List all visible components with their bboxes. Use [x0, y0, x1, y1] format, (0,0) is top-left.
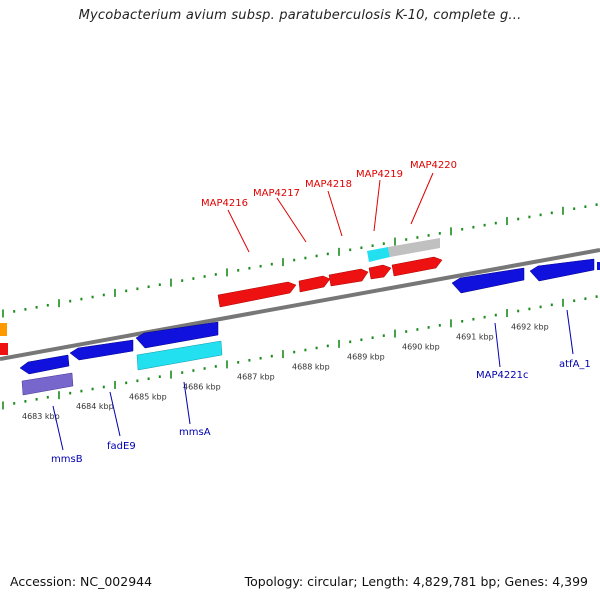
feature-violet[interactable] [21, 372, 74, 396]
scale-label: 4684 kbp [76, 402, 114, 411]
gene-labels: MAP4216 MAP4217 MAP4218 MAP4219 MAP4220 … [51, 160, 591, 465]
scale-label: 4686 kbp [183, 382, 221, 391]
gene-MAP4219[interactable] [368, 264, 392, 280]
feature-grey-upper[interactable] [388, 238, 440, 257]
scale-label: 4683 kbp [22, 412, 60, 421]
gene-partial-right[interactable] [597, 262, 600, 270]
label-MAP4216[interactable]: MAP4216 [201, 198, 248, 209]
gene-MAP4218[interactable] [328, 268, 369, 287]
label-mmsB[interactable]: mmsB [51, 454, 83, 465]
label-MAP4217[interactable]: MAP4217 [253, 188, 300, 199]
scale-label: 4691 kbp [456, 332, 494, 341]
label-atfA_1[interactable]: atfA_1 [559, 359, 591, 370]
feature-red-partial[interactable] [0, 343, 8, 355]
gene-atfA_1[interactable] [529, 258, 595, 282]
label-mmsA[interactable]: mmsA [179, 427, 211, 438]
leaders-bottom [52, 309, 574, 451]
gene-MAP4217[interactable] [298, 275, 331, 293]
map-title: Mycobacterium avium subsp. paratuberculo… [78, 8, 522, 23]
scale-label: 4685 kbp [129, 392, 167, 401]
label-MAP4220[interactable]: MAP4220 [410, 160, 457, 171]
leaders-top [227, 172, 434, 253]
scale-label: 4688 kbp [292, 362, 330, 371]
scale-label: 4692 kbp [511, 322, 549, 331]
scale-label: 4689 kbp [347, 352, 385, 361]
feature-cyan-upper[interactable] [367, 247, 390, 262]
scale-label: 4687 kbp [237, 373, 275, 382]
accession-text: Accession: NC_002944 [10, 574, 153, 589]
feature-orange-partial[interactable] [0, 323, 7, 336]
gene-mmsB-upper[interactable] [19, 354, 70, 375]
label-MAP4218[interactable]: MAP4218 [305, 179, 352, 190]
tick-track-outer [2, 203, 598, 318]
scale-label: 4690 kbp [402, 342, 440, 351]
gene-MAP4220[interactable] [391, 256, 443, 277]
genome-backbone [0, 248, 600, 361]
label-fadE9[interactable]: fadE9 [107, 441, 136, 452]
reverse-genes [19, 258, 600, 396]
summary-text: Topology: circular; Length: 4,829,781 bp… [244, 574, 588, 589]
tick-track-inner [2, 295, 598, 410]
forward-genes [217, 238, 443, 308]
gene-MAP4216[interactable] [217, 281, 297, 308]
scale-labels: 4683 kbp 4684 kbp 4685 kbp 4686 kbp 4687 kbp… [22, 322, 549, 421]
gene-MAP4221c[interactable] [451, 267, 525, 294]
gene-mmsA-blue[interactable] [135, 321, 219, 349]
feature-cyan-lower[interactable] [136, 340, 223, 371]
gene-fadE9[interactable] [69, 339, 134, 361]
label-MAP4221c[interactable]: MAP4221c [476, 370, 528, 381]
label-MAP4219[interactable]: MAP4219 [356, 169, 403, 180]
